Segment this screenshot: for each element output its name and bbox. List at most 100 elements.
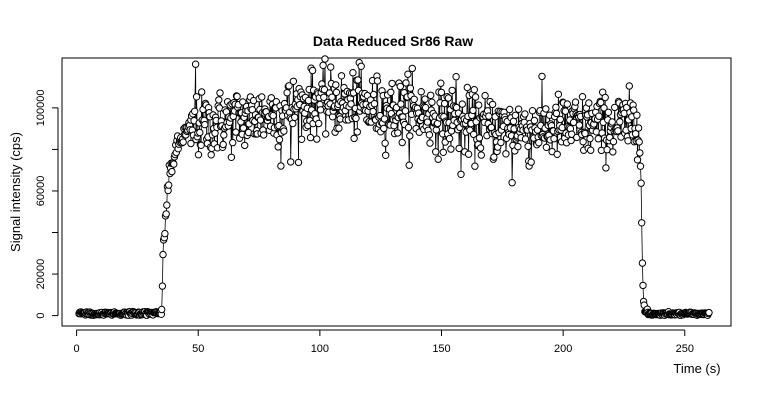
data-point bbox=[528, 107, 537, 115]
data-point bbox=[638, 259, 647, 267]
x-tick-label: 250 bbox=[676, 343, 694, 355]
data-point bbox=[602, 164, 610, 172]
data-point bbox=[587, 146, 595, 154]
data-point bbox=[502, 150, 510, 158]
data-point bbox=[158, 282, 167, 290]
data-point bbox=[595, 112, 603, 120]
data-point bbox=[191, 107, 199, 116]
data-point bbox=[475, 101, 483, 109]
data-point bbox=[497, 138, 505, 147]
data-point bbox=[511, 111, 520, 120]
data-point bbox=[248, 106, 257, 114]
data-point bbox=[198, 88, 206, 96]
data-point bbox=[260, 131, 268, 139]
data-point bbox=[458, 100, 466, 108]
data-point bbox=[406, 84, 415, 92]
data-point bbox=[550, 135, 558, 143]
data-point bbox=[457, 170, 465, 179]
data-point bbox=[294, 158, 303, 167]
data-point bbox=[585, 99, 593, 107]
data-point bbox=[187, 139, 195, 148]
data-point bbox=[369, 107, 377, 116]
data-point bbox=[481, 91, 489, 100]
data-point bbox=[287, 158, 295, 166]
data-point bbox=[463, 83, 471, 92]
data-point bbox=[233, 92, 241, 101]
data-point bbox=[514, 142, 522, 151]
data-point bbox=[556, 115, 564, 124]
data-point bbox=[194, 151, 203, 159]
data-point bbox=[258, 93, 266, 101]
x-tick-label: 50 bbox=[192, 343, 204, 355]
data-point bbox=[159, 250, 167, 259]
x-tick-label: 100 bbox=[311, 343, 329, 355]
series-connector bbox=[78, 58, 710, 317]
data-point bbox=[476, 144, 485, 152]
data-point bbox=[471, 162, 479, 170]
data-point bbox=[417, 88, 425, 96]
data-point bbox=[638, 219, 646, 227]
data-point bbox=[347, 100, 355, 108]
data-point bbox=[625, 82, 633, 90]
data-point bbox=[553, 150, 561, 159]
data-point bbox=[320, 85, 329, 94]
data-point bbox=[319, 61, 327, 70]
x-axis: 0 50 100 150 200 250 bbox=[74, 329, 694, 355]
data-point bbox=[485, 112, 493, 120]
data-point bbox=[470, 86, 478, 94]
data-point bbox=[353, 128, 361, 136]
data-point bbox=[447, 145, 455, 153]
data-point bbox=[616, 118, 624, 126]
data-point bbox=[561, 107, 570, 115]
data-point bbox=[597, 98, 605, 107]
data-point bbox=[357, 62, 365, 71]
data-point bbox=[439, 148, 447, 157]
x-tick-label: 150 bbox=[432, 343, 450, 355]
data-point bbox=[636, 149, 644, 157]
data-point bbox=[609, 148, 617, 156]
data-point bbox=[327, 63, 335, 71]
data-point bbox=[297, 135, 306, 144]
data-point bbox=[396, 82, 404, 91]
data-point bbox=[614, 127, 622, 135]
data-point bbox=[289, 119, 297, 128]
data-point bbox=[354, 76, 362, 84]
data-point bbox=[552, 109, 561, 118]
data-point bbox=[196, 128, 204, 137]
data-point bbox=[705, 308, 713, 317]
data-point bbox=[388, 79, 396, 88]
data-point bbox=[350, 134, 358, 143]
data-point bbox=[434, 155, 442, 163]
data-point bbox=[269, 111, 277, 120]
data-point bbox=[471, 93, 480, 101]
data-point bbox=[633, 111, 641, 119]
data-point bbox=[508, 179, 516, 187]
data-point bbox=[554, 90, 563, 99]
data-point bbox=[285, 82, 293, 90]
data-point bbox=[428, 98, 436, 106]
data-point bbox=[408, 64, 416, 73]
data-point bbox=[448, 86, 456, 95]
data-point bbox=[402, 79, 410, 87]
data-point bbox=[630, 106, 638, 114]
data-point bbox=[437, 88, 446, 97]
data-point bbox=[335, 124, 343, 132]
data-point bbox=[406, 132, 414, 140]
data-point bbox=[579, 138, 587, 146]
data-point bbox=[601, 93, 609, 102]
data-point bbox=[490, 153, 498, 161]
data-point bbox=[373, 77, 382, 85]
data-point bbox=[332, 88, 341, 97]
data-point bbox=[277, 162, 285, 170]
data-point bbox=[170, 160, 178, 168]
data-point bbox=[216, 89, 224, 97]
x-axis-label: Time (s) bbox=[673, 361, 720, 376]
data-point bbox=[611, 103, 619, 112]
data-point bbox=[220, 131, 228, 139]
y-tick-label: 60000 bbox=[35, 176, 47, 207]
data-point bbox=[197, 141, 205, 150]
data-point bbox=[488, 100, 497, 109]
data-point bbox=[594, 135, 602, 143]
data-point bbox=[542, 143, 551, 152]
